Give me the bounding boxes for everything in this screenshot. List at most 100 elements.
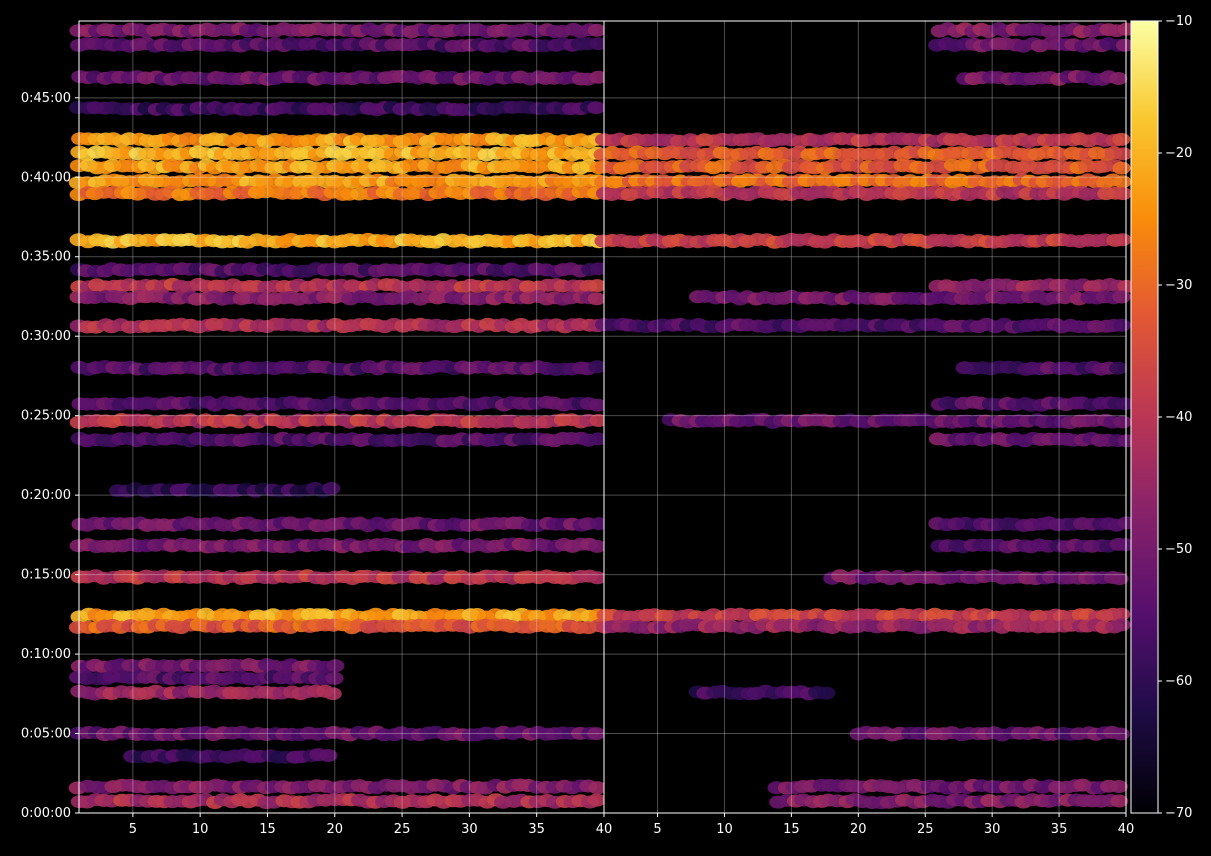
heat-cell [1112,318,1131,332]
heatmap-panel-1: 5 10 15 20 25 30 35 40 [68,20,613,837]
band-11 [595,317,1131,334]
heat-cell [1113,175,1132,189]
heat-cell [1109,780,1128,793]
heat-cell [589,262,608,276]
band-1 [70,37,608,53]
y-tick-label: 0:10:00 [21,647,71,662]
band-11 [70,277,607,294]
band-8 [69,185,606,202]
y-tick-label: 0:05:00 [21,727,71,742]
heat-cell [1112,161,1131,175]
x-tick-label: 40 [596,822,613,837]
x-tick-label: 30 [461,822,478,837]
band-21 [70,569,607,586]
band-6 [594,173,1132,190]
band-10 [70,262,608,278]
band-12 [955,360,1128,376]
x-tick-label: 5 [129,822,137,837]
band-5 [70,145,607,162]
band-25 [69,670,344,686]
heat-cell [1113,233,1132,247]
band-26 [70,684,342,701]
panel-frame [603,20,1127,814]
x-tick-label: 15 [259,822,276,837]
band-17 [930,537,1135,554]
heat-cell [1110,794,1129,808]
x-tick-label: 25 [917,822,934,837]
heat-cell [322,482,341,495]
colorbar-scale [1130,20,1159,814]
y-tick-label: 0:45:00 [21,91,71,106]
heat-cell [1111,727,1130,741]
heatmap-panel-2: 5 10 15 20 25 30 35 40 [593,20,1136,837]
band-2 [71,70,608,86]
band-24 [70,658,345,674]
band-12 [69,289,606,306]
band-1 [928,37,1134,53]
y-tick-label: 0:25:00 [21,409,71,424]
band-14 [70,360,607,376]
band-0 [69,22,606,39]
band-10 [689,289,1131,306]
band-16 [69,413,608,429]
heat-cell [323,687,342,701]
x-tick-label: 35 [1051,822,1068,837]
heat-cell [1112,132,1131,146]
band-20 [596,618,1131,635]
x-tick-label: 20 [326,822,343,837]
band-29 [68,778,607,795]
band-19 [71,516,608,533]
band-28 [123,748,338,764]
x-tick-label: 30 [984,822,1001,837]
heat-cell [1109,361,1128,375]
band-22 [849,725,1130,742]
band-9 [69,232,608,249]
band-13 [69,317,607,334]
x-tick-label: 40 [1118,822,1135,837]
band-18 [823,569,1129,586]
colorbar-tick-label: −50 [1165,542,1192,557]
heat-cell [589,37,608,51]
band-17 [70,431,607,448]
y-tick-label: 0:20:00 [21,488,71,503]
heat-cell [588,360,607,374]
band-21 [688,684,836,701]
x-tick-label: 10 [192,822,209,837]
colorbar-tick-label: −40 [1165,410,1192,425]
heat-cell [1112,618,1131,632]
heat-cell [589,414,608,427]
heat-cell [588,398,607,412]
y-tick-label: 0:15:00 [21,568,71,583]
heat-cell [589,70,608,84]
heat-cell [587,292,606,306]
heat-cell [1113,187,1132,201]
colorbar: −10 −20 −30 −40 −50 −60 −70 [1130,14,1192,821]
heat-cell [1114,147,1133,161]
heat-cell [588,781,607,795]
heat-cell [1109,72,1128,85]
colorbar-tick-label: −30 [1165,278,1192,293]
band-5 [594,158,1131,175]
x-tick-label: 15 [783,822,800,837]
heat-cell [326,659,345,673]
colorbar-tick-label: −10 [1165,14,1192,29]
heat-cell [1112,290,1131,304]
heat-cell [587,793,606,807]
band-6 [69,158,608,175]
band-15 [71,395,607,412]
band-7 [595,185,1132,202]
y-tick-label: 0:30:00 [21,329,71,344]
band-30 [70,793,606,810]
x-tick-label: 5 [653,822,661,837]
band-23 [68,618,608,635]
heat-cell [587,101,606,115]
band-27 [69,725,606,742]
band-24 [769,793,1129,810]
band-16 [928,516,1136,532]
band-3 [595,132,1131,149]
heat-cell [587,727,606,741]
band-8 [594,232,1132,249]
heat-cell [588,571,607,585]
